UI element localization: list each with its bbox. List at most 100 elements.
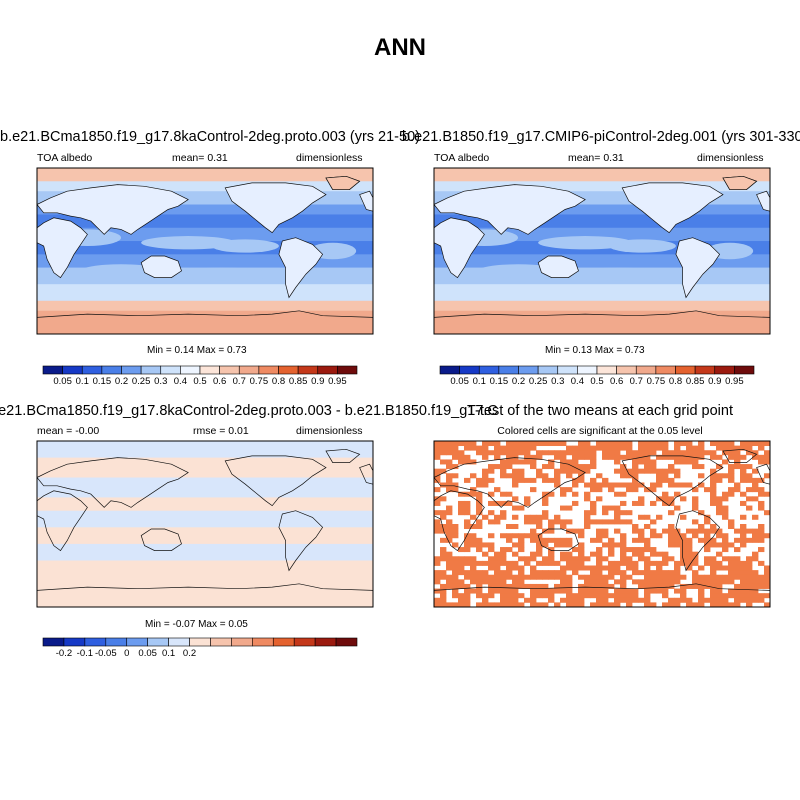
panel-4-sig-cell — [458, 602, 465, 608]
panel-4-sig-cell — [722, 602, 729, 608]
panel-4-sig-cell — [590, 500, 597, 506]
panel-4-sig-cell — [608, 547, 615, 553]
panel-4-sig-cell — [578, 588, 585, 594]
panel-4-sig-cell — [602, 593, 609, 599]
panel-1-frame — [36, 167, 374, 335]
panel-2-colorbar-label-2: 0.15 — [490, 376, 509, 387]
panel-4-sig-cell — [440, 602, 447, 608]
panel-4-sig-cell — [512, 565, 519, 571]
panel-4-sig-cell — [662, 441, 669, 447]
panel-4-sig-cell — [758, 593, 765, 599]
panel-4-sig-cell — [506, 597, 513, 603]
panel-4-sig-cell — [716, 574, 723, 580]
panel-4-sig-cell — [662, 551, 669, 557]
panel-4-sig-cell — [440, 556, 447, 562]
panel-4-sig-cell — [470, 445, 477, 451]
panel-4-sig-cell — [644, 570, 651, 576]
figure-title: ANN — [374, 34, 426, 61]
panel-1-colorbar-swatch-3 — [101, 365, 122, 375]
panel-4-sig-cell — [488, 556, 495, 562]
panel-1-colorbar-swatch-7 — [180, 365, 201, 375]
panel-3-band-3 — [37, 497, 373, 512]
panel-4-sig-cell — [548, 560, 555, 566]
panel-4-sig-cell — [620, 537, 627, 543]
panel-4-sig-cell — [596, 547, 603, 553]
panel-4-sig-cell — [746, 528, 753, 534]
panel-2-band-0 — [434, 168, 770, 182]
panel-4-sig-cell — [608, 537, 615, 543]
panel-4-sig-cell — [524, 514, 531, 520]
panel-4-sig-cell — [476, 519, 483, 525]
panel-4-sig-cell — [464, 570, 471, 576]
panel-4-sig-cell — [482, 477, 489, 483]
panel-4-sig-cell — [578, 477, 585, 483]
panel-4-sig-cell — [674, 533, 681, 539]
panel-4-sig-cell — [716, 565, 723, 571]
panel-4-sig-cell — [614, 528, 621, 534]
panel-3-coastline-3 — [224, 455, 327, 507]
panel-4-sig-cell — [644, 597, 651, 603]
panel-2-colorbar-swatch-15 — [734, 365, 755, 375]
panel-4-sig-cell — [722, 491, 729, 497]
panel-4-sig-cell — [464, 574, 471, 580]
panel-4-sig-cell — [650, 588, 657, 594]
panel-4-sig-cell — [692, 464, 699, 470]
panel-4-sig-cell — [458, 547, 465, 553]
panel-4-sig-cell — [596, 482, 603, 488]
panel-4-sig-cell — [578, 565, 585, 571]
panel-4-sig-cell — [446, 473, 453, 479]
panel-4-sig-cell — [716, 588, 723, 594]
panel-4-sig-cell — [638, 597, 645, 603]
panel-4-sig-cell — [488, 441, 495, 447]
panel-4-sig-cell — [524, 454, 531, 460]
panel-4-sig-cell — [620, 482, 627, 488]
panel-4-sig-cell — [668, 528, 675, 534]
panel-4-sig-cell — [590, 505, 597, 511]
panel-4-sig-cell — [554, 473, 561, 479]
panel-4-sig-cell — [464, 454, 471, 460]
panel-4-sig-cell — [542, 560, 549, 566]
panel-4-sig-cell — [764, 473, 771, 479]
panel-4-sig-cell — [710, 500, 717, 506]
panel-4-sig-cell — [758, 500, 765, 506]
panel-4-sig-cell — [452, 524, 459, 530]
panel-4-sig-cell — [614, 505, 621, 511]
panel-4-sig-cell — [500, 473, 507, 479]
panel-4-sig-cell — [530, 533, 537, 539]
panel-4-sig-cell — [650, 574, 657, 580]
panel-2-colorbar-swatch-8 — [596, 365, 617, 375]
panel-4-sig-cell — [596, 560, 603, 566]
panel-4-sig-cell — [440, 482, 447, 488]
panel-4-sig-cell — [686, 450, 693, 456]
panel-2-band-10 — [434, 300, 770, 312]
panel-4-sig-cell — [464, 500, 471, 506]
panel-1-colorbar-swatch-0 — [42, 365, 63, 375]
panel-4-sig-cell — [722, 542, 729, 548]
panel-4-sig-cell — [662, 473, 669, 479]
panel-4-sig-cell — [470, 542, 477, 548]
panel-4-sig-cell — [704, 579, 711, 585]
panel-4-sig-cell — [704, 597, 711, 603]
panel-4-sig-cell — [740, 441, 747, 447]
panel-4-sig-cell — [674, 454, 681, 460]
panel-4-sig-cell — [452, 542, 459, 548]
panel-4-sig-cell — [470, 588, 477, 594]
panel-4-sig-cell — [740, 528, 747, 534]
panel-4-sig-cell — [632, 464, 639, 470]
panel-4-sig-cell — [734, 574, 741, 580]
panel-4-sig-cell — [542, 588, 549, 594]
panel-4-sig-cell — [554, 441, 561, 447]
panel-4-sig-cell — [584, 464, 591, 470]
panel-4-sig-cell — [590, 510, 597, 516]
panel-4-sig-cell — [716, 441, 723, 447]
panel-2-minmax: Min = 0.13 Max = 0.73 — [545, 345, 645, 356]
panel-4-sig-cell — [434, 574, 441, 580]
panel-4-sig-cell — [572, 459, 579, 465]
panel-4-sig-cell — [668, 533, 675, 539]
panel-2-colorbar-swatch-1 — [459, 365, 480, 375]
panel-1-coastline-1 — [36, 184, 189, 235]
panel-4-sig-cell — [572, 593, 579, 599]
panel-4-sig-cell — [704, 556, 711, 562]
panel-4-sig-cell — [560, 441, 567, 447]
panel-4-sig-cell — [650, 450, 657, 456]
